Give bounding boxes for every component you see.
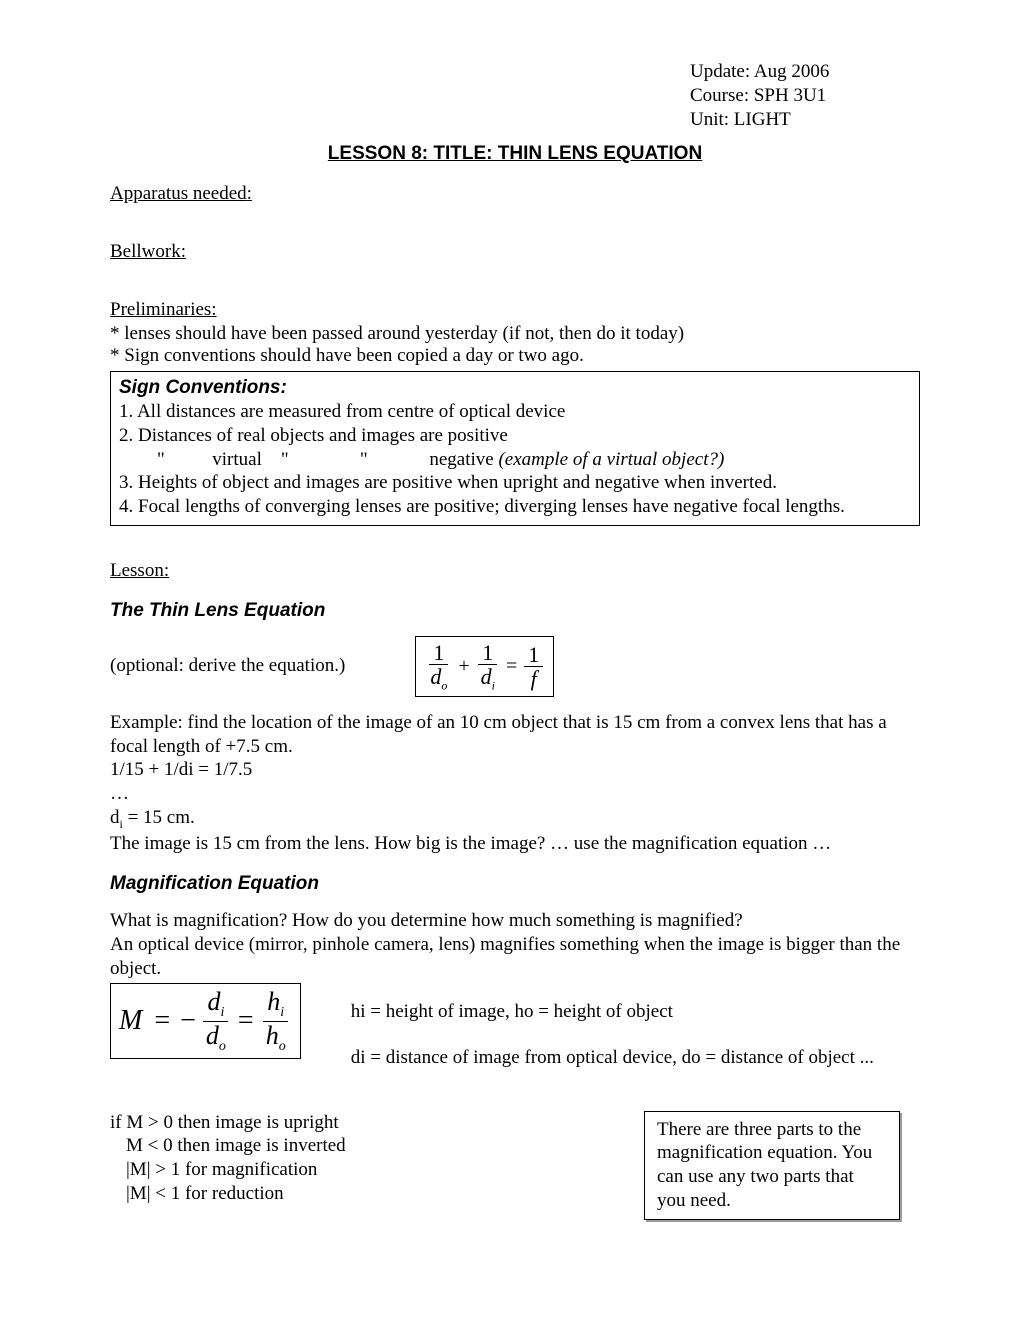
den-var: d (481, 664, 492, 689)
sign-conventions-title: Sign Conventions: (119, 376, 911, 400)
mag-def-line: di = distance of image from optical devi… (351, 1047, 874, 1069)
denominator: f (527, 667, 541, 690)
note-box: There are three parts to the magnificati… (644, 1111, 900, 1220)
mag-def-line: hi = height of image, ho = height of obj… (351, 1001, 874, 1023)
fraction: hi ho (262, 988, 290, 1055)
m-rules: if M > 0 then image is upright M < 0 the… (110, 1111, 346, 1220)
mag-M: M (119, 1005, 142, 1037)
mag-intro: An optical device (mirror, pinhole camer… (110, 933, 920, 981)
den-sub: o (441, 678, 447, 692)
magnification-row: M = − di do = hi ho hi = height of image… (110, 983, 920, 1093)
example-line: di = 15 cm. (110, 806, 920, 832)
numerator: 1 (524, 643, 543, 667)
thin-lens-equation: 1 do + 1 di = 1 f (415, 636, 554, 697)
equals-op: = (506, 655, 517, 678)
sign-conventions-box: Sign Conventions: 1. All distances are m… (110, 371, 920, 526)
bellwork-text: Bellwork (110, 241, 181, 262)
thin-lens-row: (optional: derive the equation.) 1 do + … (110, 636, 920, 697)
example-line: … (110, 782, 920, 806)
mag-intro: What is magnification? How do you determ… (110, 909, 920, 933)
document-page: Update: Aug 2006 Course: SPH 3U1 Unit: L… (0, 0, 1020, 1280)
lesson-text: Lesson (110, 560, 164, 581)
lesson-label: Lesson: (110, 560, 920, 582)
prelim-item: * Sign conventions should have been copi… (110, 345, 920, 367)
num-sub: i (280, 1005, 284, 1020)
equals-op: = (154, 1005, 170, 1037)
fraction: 1 do (426, 641, 451, 692)
header-meta: Update: Aug 2006 Course: SPH 3U1 Unit: L… (690, 60, 920, 131)
update-line: Update: Aug 2006 (690, 60, 920, 84)
sign-rule: 2. Distances of real objects and images … (119, 424, 911, 448)
magnification-equation: M = − di do = hi ho (110, 983, 301, 1060)
var: d (110, 807, 120, 828)
minus-op: − (180, 1005, 196, 1037)
sign-rule-italic: (example of a virtual object?) (498, 449, 724, 470)
num-var: h (267, 987, 280, 1016)
sign-rule: 3. Heights of object and images are posi… (119, 471, 911, 495)
example-line: Example: find the location of the image … (110, 711, 920, 735)
denominator: do (202, 1022, 230, 1055)
num-var: d (207, 987, 220, 1016)
den-sub: o (219, 1039, 226, 1054)
apparatus-text: Apparatus needed (110, 183, 247, 204)
den-sub: o (279, 1039, 286, 1054)
equals-op: = (238, 1005, 254, 1037)
magnification-heading: Magnification Equation (110, 873, 920, 895)
prelim-item: * lenses should have been passed around … (110, 323, 920, 345)
mag-definitions: hi = height of image, ho = height of obj… (351, 1001, 874, 1093)
var-rest: = 15 cm. (123, 807, 195, 828)
m-rule: M < 0 then image is inverted (126, 1134, 346, 1158)
sign-rule-lead: " virtual " " negative (119, 449, 498, 470)
denominator: do (426, 665, 451, 692)
den-var: d (430, 664, 441, 689)
denominator: di (477, 665, 499, 692)
optional-derive: (optional: derive the equation.) (110, 655, 345, 677)
den-var: h (266, 1021, 279, 1050)
den-var: d (206, 1021, 219, 1050)
plus-op: + (458, 655, 469, 678)
preliminaries-label: Preliminaries: (110, 299, 920, 321)
m-rule: if M > 0 then image is upright (110, 1111, 346, 1135)
m-rule: |M| < 1 for reduction (126, 1182, 346, 1206)
den-sub: i (492, 678, 495, 692)
apparatus-label: Apparatus needed: (110, 183, 920, 205)
numerator: 1 (478, 641, 497, 665)
sign-rule: 1. All distances are measured from centr… (119, 400, 911, 424)
fraction: 1 di (477, 641, 499, 692)
numerator: hi (263, 988, 288, 1022)
sign-rule: " virtual " " negative (example of a vir… (119, 448, 911, 472)
denominator: ho (262, 1022, 290, 1055)
numerator: 1 (429, 641, 448, 665)
example-line: focal length of +7.5 cm. (110, 735, 920, 759)
course-line: Course: SPH 3U1 (690, 84, 920, 108)
bottom-row: if M > 0 then image is upright M < 0 the… (110, 1111, 920, 1220)
unit-line: Unit: LIGHT (690, 108, 920, 132)
m-rule: |M| > 1 for magnification (126, 1158, 346, 1182)
numerator: di (203, 988, 228, 1022)
num-sub: i (220, 1005, 224, 1020)
bellwork-label: Bellwork: (110, 241, 920, 263)
example-line: The image is 15 cm from the lens. How bi… (110, 832, 920, 856)
lesson-title: LESSON 8: TITLE: THIN LENS EQUATION (110, 143, 920, 165)
sign-rule: 4. Focal lengths of converging lenses ar… (119, 495, 911, 519)
fraction: 1 f (524, 643, 543, 690)
fraction: di do (202, 988, 230, 1055)
preliminaries-list: * lenses should have been passed around … (110, 323, 920, 367)
thin-lens-heading: The Thin Lens Equation (110, 600, 920, 622)
example-line: 1/15 + 1/di = 1/7.5 (110, 758, 920, 782)
